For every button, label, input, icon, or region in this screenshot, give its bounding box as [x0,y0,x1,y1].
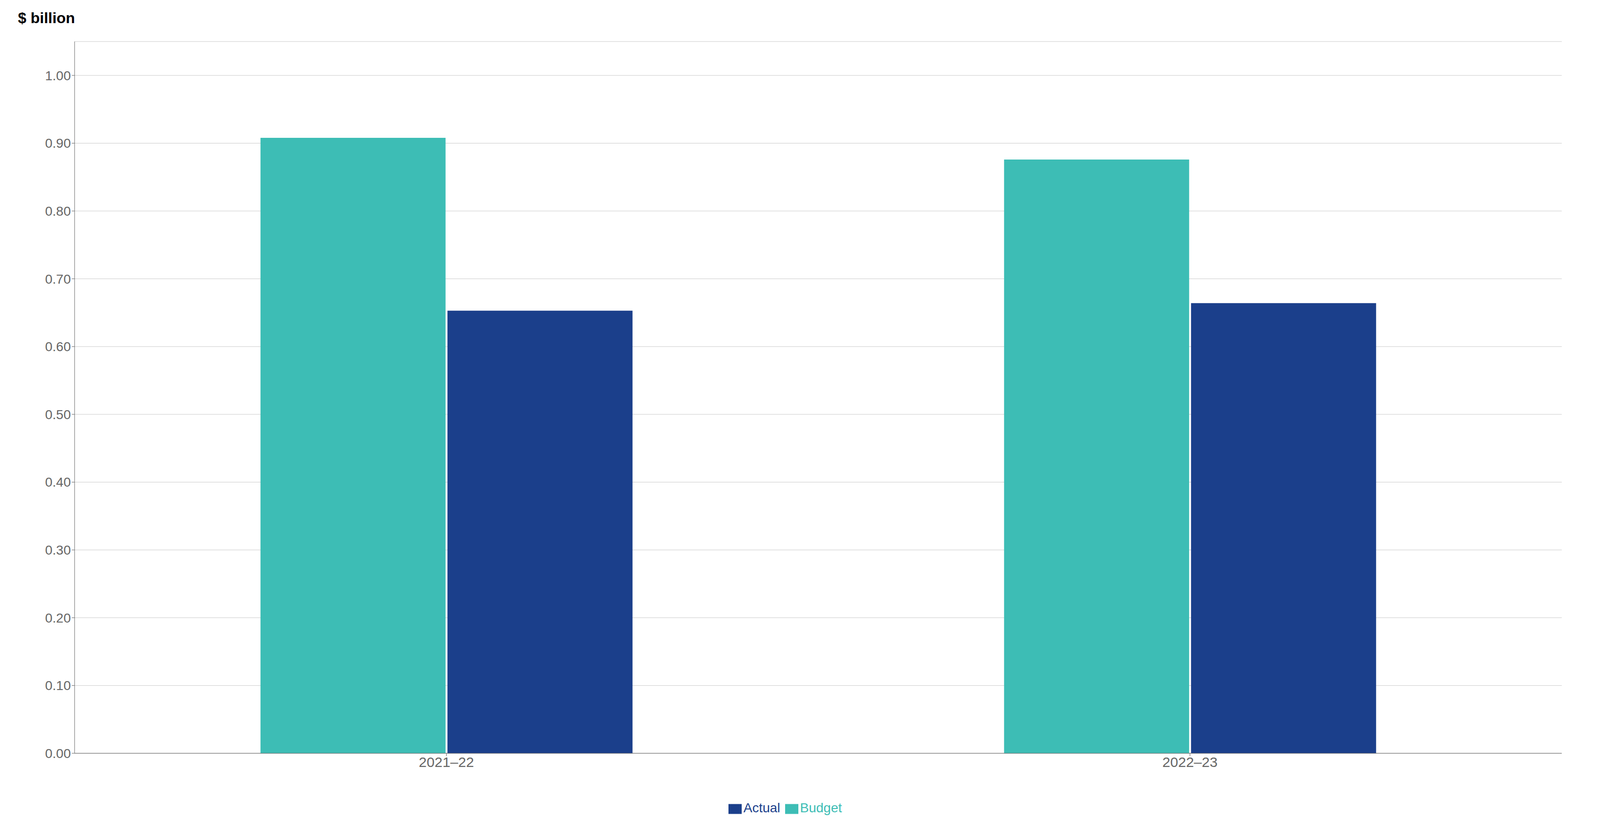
svg-text:0.90: 0.90 [45,135,72,151]
html-text:Budget: Budget [800,800,842,816]
svg-text:0.50: 0.50 [45,407,72,423]
svg-text:2022–23: 2022–23 [1162,754,1218,771]
svg-text:0.10: 0.10 [45,678,72,694]
svg-text:0.00: 0.00 [45,746,72,762]
svg-text:1.00: 1.00 [45,68,72,84]
svg-text:0.30: 0.30 [45,542,72,558]
html-text:$ billion: $ billion [17,9,76,27]
svg-text:0.60: 0.60 [45,339,72,355]
svg-text:0.70: 0.70 [45,271,72,287]
svg-text:0.40: 0.40 [45,474,72,490]
svg-text:0.80: 0.80 [45,203,72,219]
svg-text:2021–22: 2021–22 [418,754,475,771]
svg-text:0.20: 0.20 [45,610,72,626]
html-text:Actual: Actual [743,800,781,816]
